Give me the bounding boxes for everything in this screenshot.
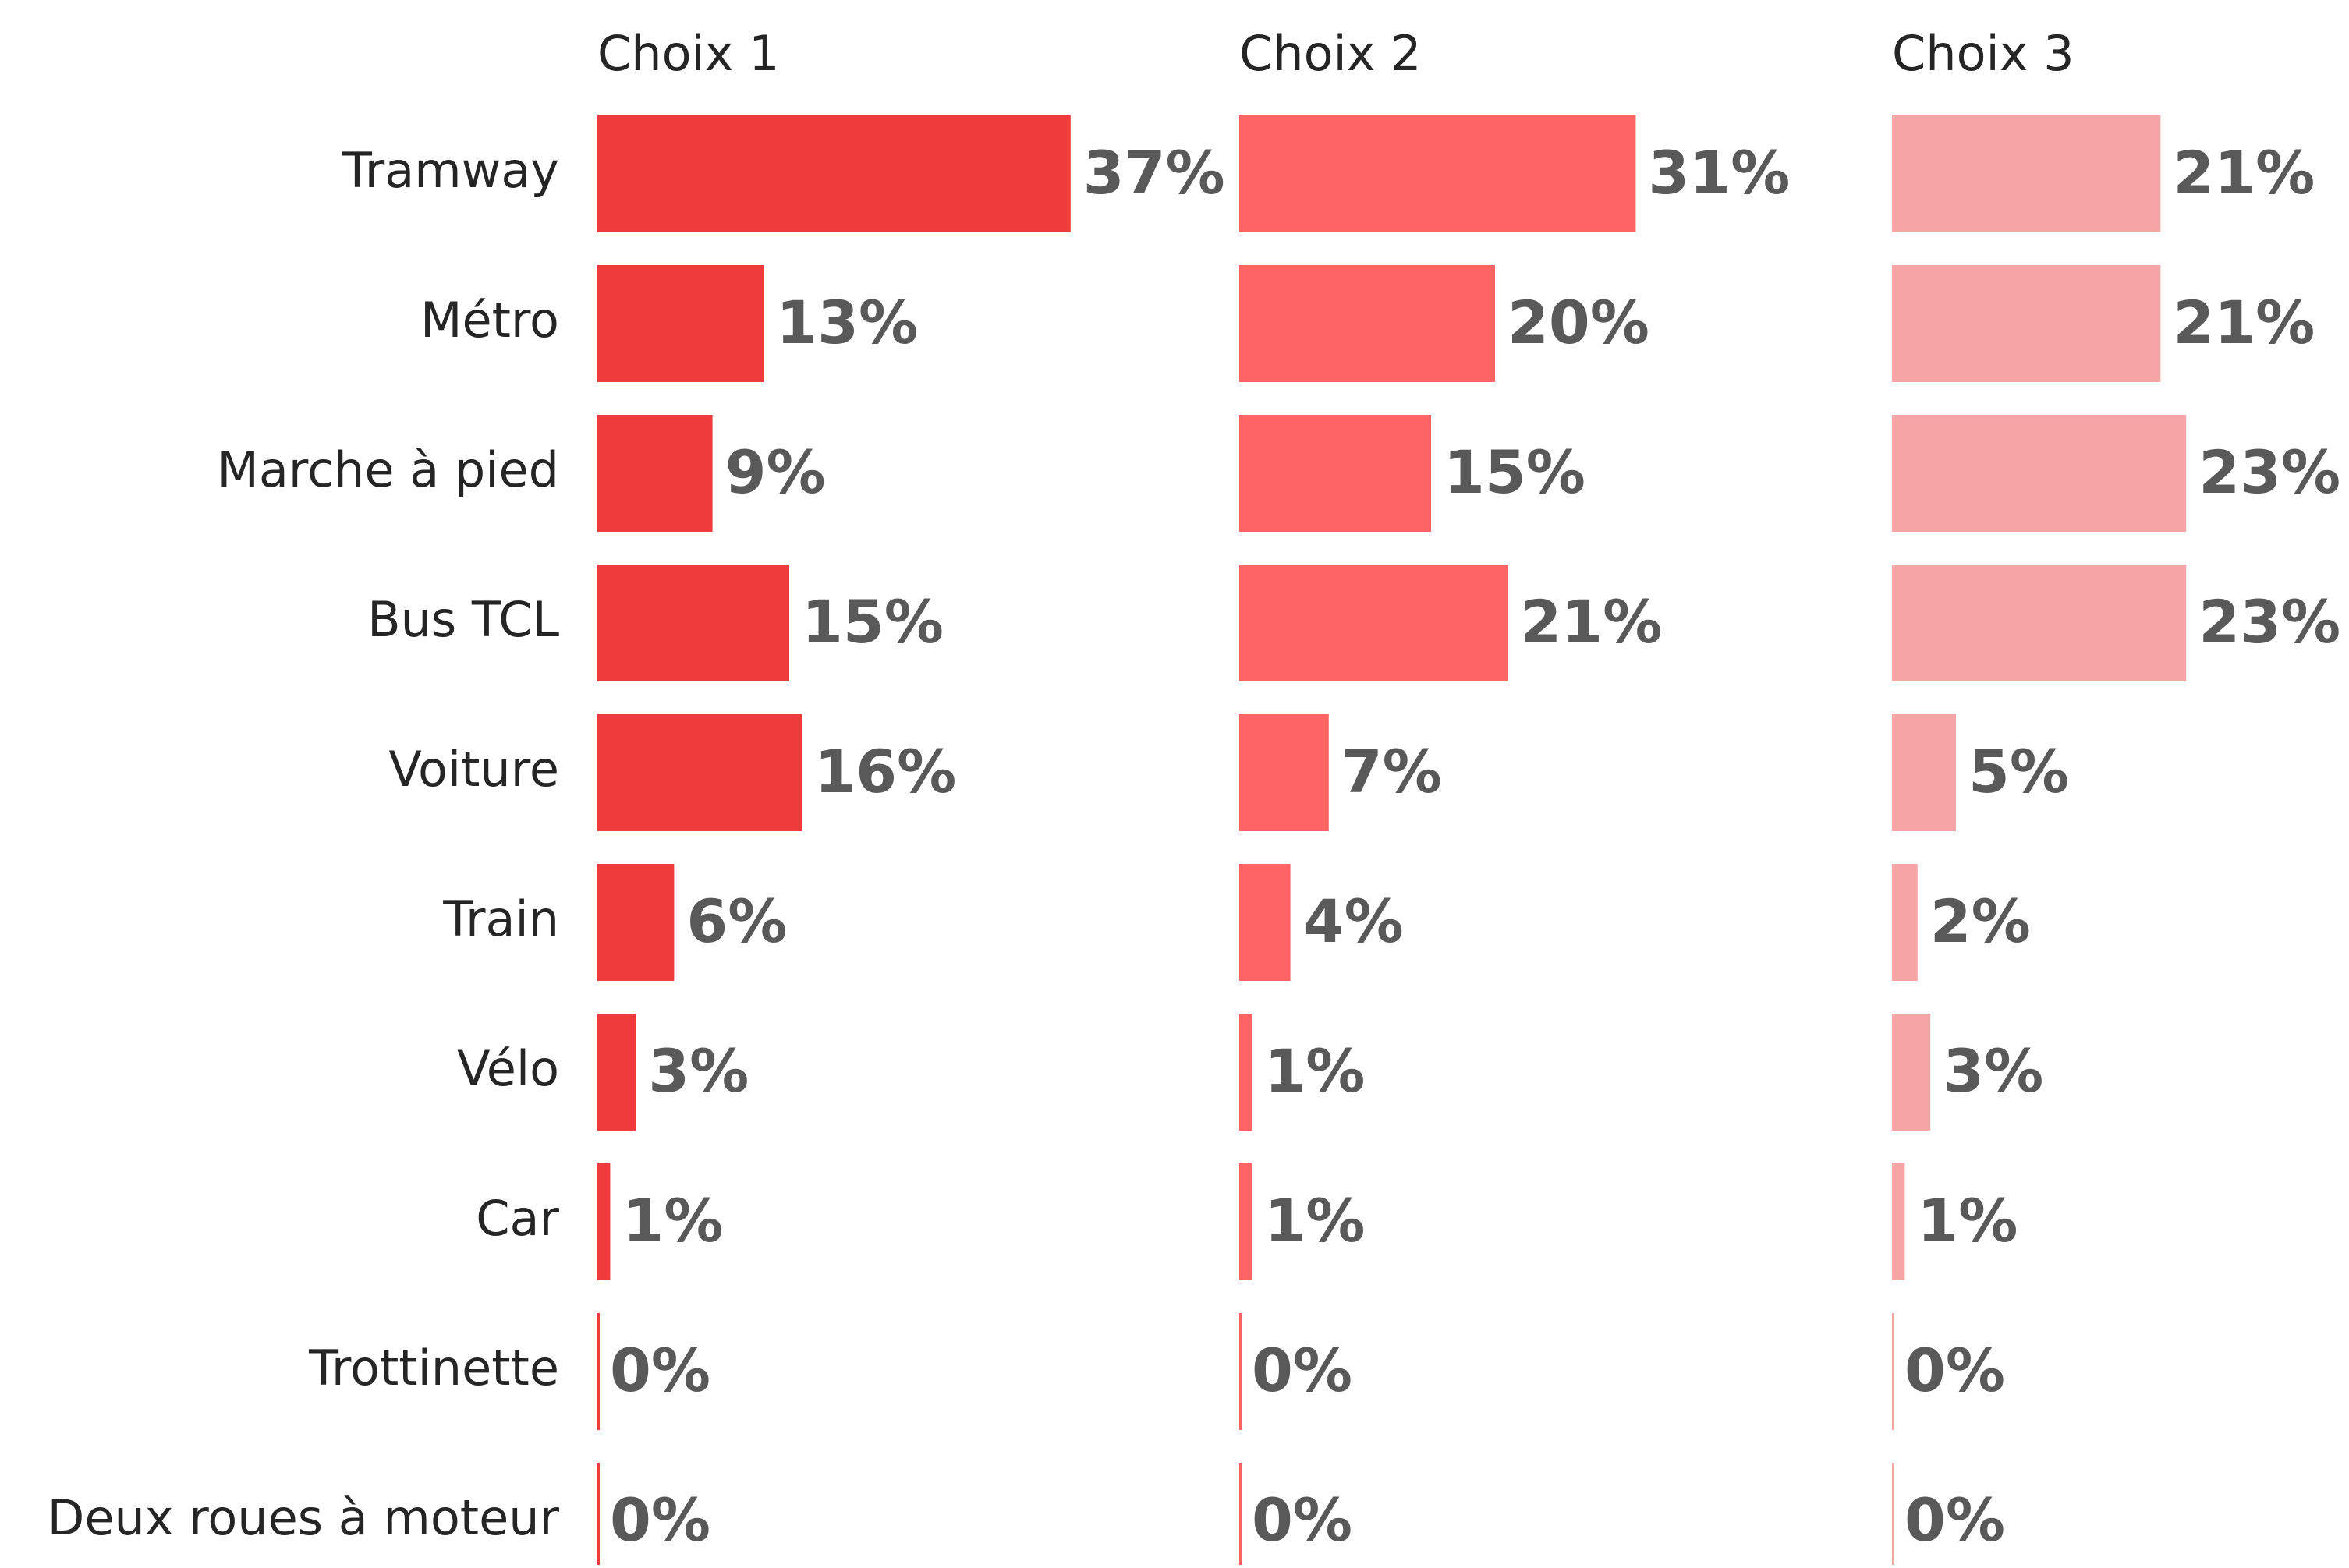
value-label: 5% bbox=[1968, 737, 2069, 806]
value-label: 9% bbox=[725, 437, 826, 507]
category-label: Vélo bbox=[457, 1040, 559, 1097]
value-label: 4% bbox=[1303, 887, 1404, 956]
category-label: Voiture bbox=[388, 741, 559, 798]
bar bbox=[1892, 864, 1918, 981]
value-label: 2% bbox=[1930, 887, 2031, 956]
value-label: 0% bbox=[1904, 1336, 2005, 1405]
value-label: 1% bbox=[622, 1186, 723, 1255]
value-label: 21% bbox=[2173, 138, 2315, 207]
value-label: 21% bbox=[2173, 288, 2315, 357]
value-label: 1% bbox=[1917, 1186, 2018, 1255]
value-label: 23% bbox=[2198, 587, 2340, 657]
value-label: 20% bbox=[1508, 288, 1649, 357]
bar bbox=[1239, 115, 1636, 232]
bar bbox=[1239, 415, 1431, 532]
value-label: 21% bbox=[1520, 587, 1662, 657]
bar bbox=[1892, 565, 2187, 681]
bar bbox=[1892, 1163, 1905, 1280]
bar bbox=[1239, 1014, 1252, 1131]
value-label: 0% bbox=[1904, 1485, 2005, 1555]
value-label: 23% bbox=[2198, 437, 2340, 507]
value-label: 1% bbox=[1264, 1186, 1365, 1255]
bar bbox=[1239, 565, 1508, 681]
bar bbox=[1892, 415, 2187, 532]
category-label: Deux roues à moteur bbox=[48, 1489, 560, 1546]
value-label: 31% bbox=[1648, 138, 1790, 207]
value-label: 0% bbox=[610, 1485, 710, 1555]
bar bbox=[597, 1163, 611, 1280]
category-label: Tramway bbox=[342, 142, 559, 199]
bar bbox=[1892, 714, 1956, 831]
value-label: 15% bbox=[802, 587, 944, 657]
bar bbox=[597, 714, 802, 831]
value-label: 37% bbox=[1083, 138, 1225, 207]
bar bbox=[1892, 115, 2161, 232]
bar bbox=[597, 265, 764, 382]
value-label: 0% bbox=[1252, 1336, 1352, 1405]
bar bbox=[1892, 1014, 1931, 1131]
bar bbox=[597, 565, 789, 681]
bar bbox=[597, 864, 675, 981]
value-label: 6% bbox=[686, 887, 787, 956]
value-label: 7% bbox=[1341, 737, 1442, 806]
category-label: Métro bbox=[420, 292, 559, 349]
value-label: 16% bbox=[814, 737, 956, 806]
bar bbox=[597, 1014, 636, 1131]
value-label: 3% bbox=[1943, 1036, 2043, 1106]
panel-title: Choix 1 bbox=[597, 25, 780, 82]
bar bbox=[1239, 265, 1495, 382]
value-label: 1% bbox=[1264, 1036, 1365, 1106]
category-label: Bus TCL bbox=[367, 591, 559, 648]
bar bbox=[597, 115, 1071, 232]
category-label: Trottinette bbox=[308, 1340, 559, 1396]
category-label: Train bbox=[442, 890, 559, 947]
bar bbox=[1239, 1163, 1252, 1280]
bar bbox=[1239, 714, 1329, 831]
bar bbox=[1239, 864, 1291, 981]
bar bbox=[1892, 265, 2161, 382]
panel-title: Choix 2 bbox=[1239, 25, 1422, 82]
bar bbox=[597, 415, 713, 532]
value-label: 15% bbox=[1444, 437, 1585, 507]
value-label: 3% bbox=[648, 1036, 749, 1106]
value-label: 0% bbox=[610, 1336, 710, 1405]
value-label: 0% bbox=[1252, 1485, 1352, 1555]
category-label: Car bbox=[476, 1190, 559, 1247]
category-label: Marche à pied bbox=[217, 441, 559, 498]
value-label: 13% bbox=[776, 288, 918, 357]
panel-title: Choix 3 bbox=[1892, 25, 2074, 82]
